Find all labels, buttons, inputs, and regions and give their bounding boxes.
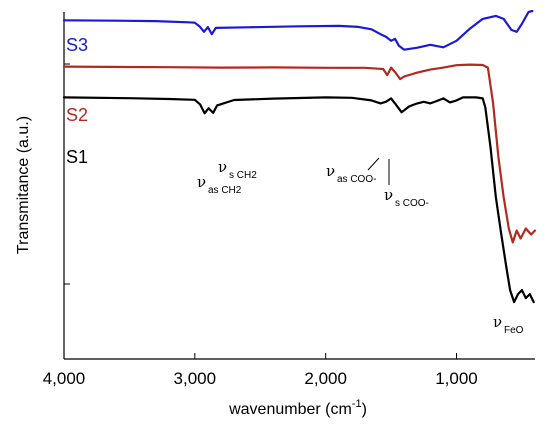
x-axis-title-end: ) [362,401,367,418]
x-tick-label: 2,000 [304,369,347,388]
x-tick-label: 1,000 [435,369,478,388]
annotation-symbol: ν [326,162,335,180]
annotation-subscript: s CH2 [229,170,257,181]
x-axis-title-main: wavenumber (cm [228,401,352,418]
annotation-leader [367,157,380,171]
series-line-s3 [62,9,534,51]
annotation-vs-coo: ν s COO- [384,159,429,209]
series-line-s1 [62,96,535,304]
series-label-s3: S3 [66,35,88,55]
annotation-vas-coo: ν as COO- [326,157,380,185]
x-tick-label: 3,000 [174,369,217,388]
x-ticks: 4,000 3,000 2,000 1,000 [43,353,478,388]
y-axis-title: Transmitance (a.u.) [15,116,32,254]
series-lines [62,9,537,304]
series-label-s2: S2 [66,105,88,125]
annotation-vas-ch2: ν as CH2 [197,173,242,196]
y-ticks [64,63,70,285]
annotation-vs-ch2: ν s CH2 [218,158,257,181]
x-axis-title: wavenumber (cm-1) [228,398,367,418]
x-axis-title-sup: -1 [352,398,362,410]
annotation-symbol: ν [218,158,227,176]
annotation-subscript: as CH2 [208,185,242,196]
annotation-symbol: ν [384,186,393,204]
x-tick-label: 4,000 [43,369,86,388]
annotation-subscript: s COO- [395,198,429,209]
annotation-subscript: as COO- [337,174,376,185]
annotation-v-feo: ν FeO [493,313,524,336]
series-line-s2 [62,63,537,244]
annotation-subscript: FeO [504,325,524,336]
annotation-symbol: ν [493,313,502,331]
annotation-symbol: ν [197,173,206,191]
series-label-s1: S1 [66,147,88,167]
